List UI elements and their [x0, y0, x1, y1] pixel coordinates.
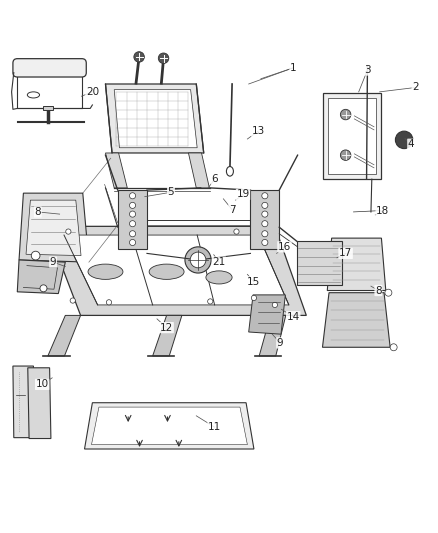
Circle shape	[130, 203, 136, 208]
Polygon shape	[328, 98, 376, 174]
Circle shape	[234, 229, 239, 234]
Polygon shape	[17, 72, 82, 108]
Text: 16: 16	[278, 242, 291, 252]
Circle shape	[251, 295, 257, 301]
Polygon shape	[322, 293, 390, 348]
Text: 8: 8	[35, 207, 41, 217]
Circle shape	[70, 298, 75, 303]
Text: 9: 9	[50, 257, 57, 267]
Circle shape	[134, 52, 145, 62]
Circle shape	[262, 221, 268, 227]
Polygon shape	[251, 190, 279, 249]
Circle shape	[262, 231, 268, 237]
Polygon shape	[85, 403, 254, 449]
Polygon shape	[249, 295, 286, 334]
Circle shape	[262, 203, 268, 208]
Text: 8: 8	[375, 286, 381, 295]
Text: 4: 4	[408, 139, 414, 149]
FancyBboxPatch shape	[43, 106, 53, 110]
Text: 5: 5	[168, 187, 174, 197]
Text: 17: 17	[339, 248, 352, 259]
Polygon shape	[19, 193, 89, 262]
Circle shape	[396, 131, 413, 149]
Text: 9: 9	[277, 338, 283, 348]
Circle shape	[66, 229, 71, 234]
Polygon shape	[46, 227, 306, 316]
Polygon shape	[259, 316, 286, 356]
Text: 19: 19	[237, 189, 250, 199]
Circle shape	[385, 289, 392, 296]
Circle shape	[130, 231, 136, 237]
Text: 7: 7	[229, 205, 235, 215]
Circle shape	[340, 150, 351, 160]
Circle shape	[190, 252, 206, 268]
Text: 10: 10	[35, 379, 49, 390]
Text: 11: 11	[208, 422, 221, 432]
Ellipse shape	[206, 271, 232, 284]
Polygon shape	[118, 190, 147, 249]
Polygon shape	[92, 407, 247, 445]
Circle shape	[272, 302, 278, 308]
Circle shape	[390, 344, 397, 351]
Text: 1: 1	[290, 63, 297, 73]
Polygon shape	[26, 200, 81, 256]
Circle shape	[208, 299, 213, 304]
Polygon shape	[114, 90, 197, 148]
FancyBboxPatch shape	[13, 59, 86, 77]
Text: 3: 3	[364, 65, 371, 75]
Circle shape	[130, 193, 136, 199]
Text: 15: 15	[247, 277, 261, 287]
Polygon shape	[297, 241, 342, 285]
Text: 14: 14	[286, 312, 300, 322]
Circle shape	[185, 247, 211, 273]
Ellipse shape	[226, 166, 233, 176]
Polygon shape	[28, 368, 51, 439]
Polygon shape	[64, 235, 289, 305]
Circle shape	[262, 239, 268, 246]
Polygon shape	[323, 93, 381, 179]
Polygon shape	[188, 153, 209, 188]
Circle shape	[262, 193, 268, 199]
Text: 12: 12	[160, 322, 173, 333]
Polygon shape	[106, 84, 204, 153]
Polygon shape	[327, 238, 386, 290]
Circle shape	[106, 300, 112, 305]
Text: 6: 6	[211, 174, 218, 184]
Text: 18: 18	[376, 206, 389, 216]
Circle shape	[31, 251, 40, 260]
Text: 2: 2	[412, 83, 419, 93]
Circle shape	[130, 239, 136, 246]
Polygon shape	[152, 316, 182, 356]
Circle shape	[40, 285, 47, 292]
Circle shape	[262, 211, 268, 217]
Polygon shape	[13, 366, 35, 438]
Circle shape	[340, 109, 351, 120]
Circle shape	[158, 53, 169, 63]
Circle shape	[130, 211, 136, 217]
Polygon shape	[17, 260, 65, 294]
Ellipse shape	[27, 92, 39, 98]
Ellipse shape	[88, 264, 123, 279]
Text: 20: 20	[86, 87, 99, 97]
Polygon shape	[106, 153, 127, 188]
Text: 13: 13	[252, 126, 265, 136]
Circle shape	[130, 221, 136, 227]
Ellipse shape	[149, 264, 184, 279]
Text: 21: 21	[212, 257, 226, 267]
Polygon shape	[48, 316, 81, 356]
